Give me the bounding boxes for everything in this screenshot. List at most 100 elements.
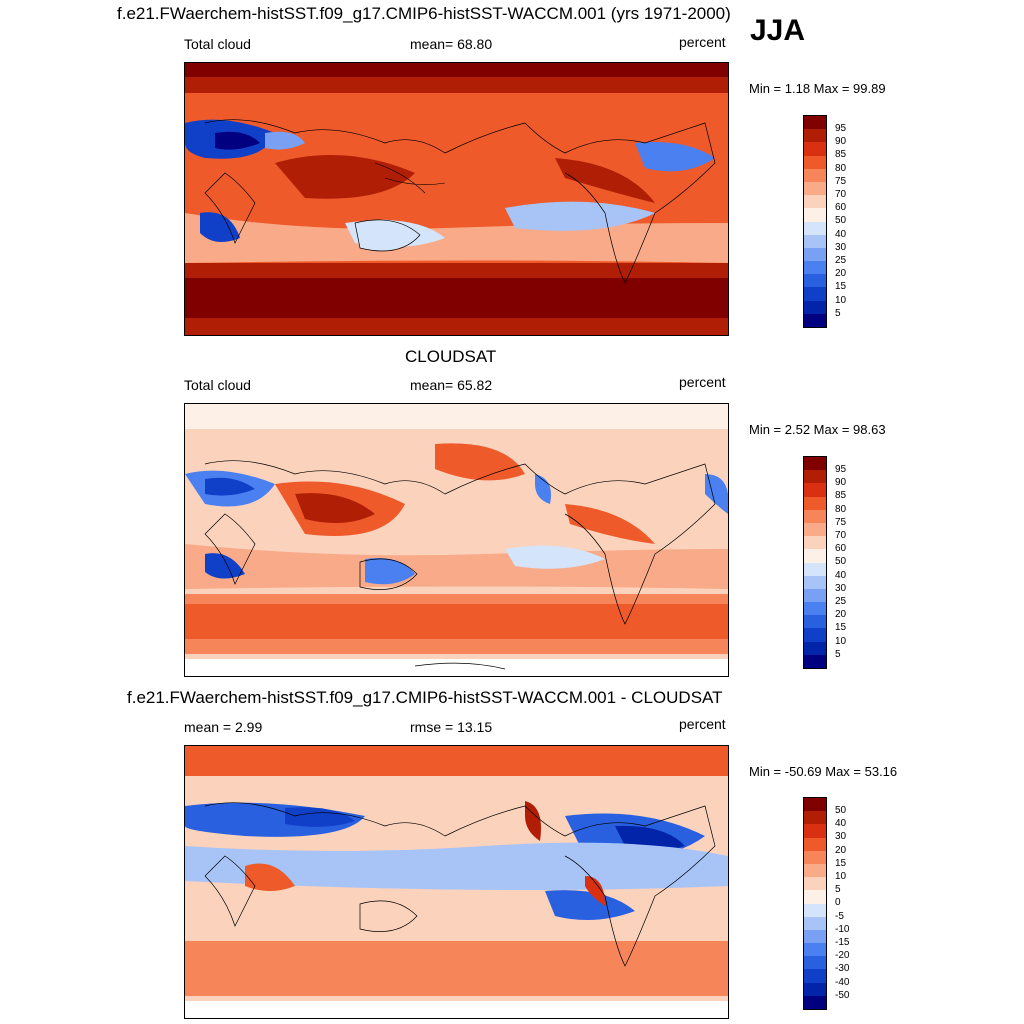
colorbar-tick: 15 (835, 281, 847, 293)
diff-colorbar-swatch (804, 916, 826, 930)
obs-colorbar-swatch (804, 536, 826, 550)
colorbar-tick: 70 (835, 189, 847, 201)
model-colorbar-swatch (804, 234, 826, 248)
obs-colorbar-swatch (804, 562, 826, 576)
diff-map-field (185, 746, 728, 1018)
diff-colorbar-swatch (804, 811, 826, 825)
model-colorbar-swatch (804, 181, 826, 196)
diff-colorbar-swatch (804, 798, 826, 812)
colorbar-tick: 80 (835, 503, 847, 515)
colorbar-tick: 60 (835, 543, 847, 555)
colorbar-tick: 90 (835, 136, 847, 148)
colorbar-tick: 20 (835, 268, 847, 280)
obs-colorbar-swatch (804, 628, 826, 642)
obs-colorbar-ticks: 95 90 85 80 75 70 60 50 40 30 25 20 15 1… (835, 463, 846, 661)
colorbar-tick: 95 (835, 464, 847, 475)
model-colorbar-swatch (804, 261, 826, 275)
diff-colorbar-ticks: 50 40 30 20 15 10 5 0 -5 -10 -15 -20 -30… (835, 804, 849, 1002)
diff-colorbar-swatch (804, 956, 826, 970)
model-map-field (185, 63, 728, 335)
colorbar-tick: 40 (835, 818, 847, 830)
season-label: JJA (750, 14, 806, 47)
model-minmax-label: Min = 1.18 Max = 99.89 (749, 81, 886, 96)
colorbar-tick: 25 (835, 255, 847, 267)
diff-colorbar-swatch (804, 903, 826, 917)
colorbar-tick: -40 (835, 976, 850, 988)
obs-colorbar-swatch (804, 602, 826, 616)
colorbar-tick: 40 (835, 228, 847, 240)
obs-colorbar-swatch (804, 641, 826, 655)
model-colorbar (803, 115, 827, 328)
colorbar-tick: 75 (835, 175, 847, 187)
obs-colorbar (803, 456, 827, 669)
colorbar-tick: 0 (835, 897, 841, 909)
obs-colorbar-swatch (804, 457, 826, 471)
colorbar-tick: 85 (835, 490, 847, 502)
diff-map (184, 745, 729, 1019)
colorbar-tick: -30 (835, 963, 850, 975)
obs-variable-label: Total cloud (184, 377, 251, 393)
obs-colorbar-swatch (804, 615, 826, 629)
colorbar-tick: 25 (835, 596, 847, 608)
diff-rmse-label: rmse = 13.15 (410, 719, 493, 735)
colorbar-tick: 30 (835, 241, 847, 253)
obs-colorbar-swatch (804, 470, 826, 484)
obs-colorbar-swatch (804, 509, 826, 523)
colorbar-tick: 70 (835, 530, 847, 542)
diff-colorbar-swatch (804, 824, 826, 838)
model-colorbar-swatch (804, 221, 826, 235)
model-colorbar-swatch (804, 116, 826, 130)
model-colorbar-ticks: 95 90 85 80 75 70 60 50 40 30 25 20 15 1… (835, 122, 846, 320)
colorbar-tick: 10 (835, 871, 847, 883)
diff-colorbar-swatch (804, 890, 826, 904)
diff-colorbar-swatch (804, 850, 826, 864)
obs-colorbar-swatch (804, 483, 826, 497)
model-variable-label: Total cloud (184, 36, 251, 52)
colorbar-tick: 5 (835, 648, 841, 660)
colorbar-tick: 5 (835, 884, 841, 896)
model-panel-title: f.e21.FWaerchem-histSST.f09_g17.CMIP6-hi… (117, 4, 731, 23)
model-colorbar-swatch (804, 129, 826, 143)
obs-colorbar-swatch (804, 522, 826, 537)
colorbar-tick: 20 (835, 609, 847, 621)
obs-map (184, 403, 729, 677)
colorbar-tick: 85 (835, 149, 847, 161)
diff-minmax-label: Min = -50.69 Max = 53.16 (749, 764, 898, 779)
colorbar-tick: 50 (835, 556, 847, 568)
colorbar-tick: -15 (835, 937, 850, 949)
colorbar-tick: 60 (835, 202, 847, 214)
obs-colorbar-swatch (804, 588, 826, 603)
diff-panel-title: f.e21.FWaerchem-histSST.f09_g17.CMIP6-hi… (127, 688, 723, 707)
model-colorbar-swatch (804, 142, 826, 156)
colorbar-tick: 50 (835, 215, 847, 227)
diff-colorbar-swatch (804, 969, 826, 983)
diff-colorbar-swatch (804, 982, 826, 996)
obs-colorbar-swatch (804, 575, 826, 589)
model-colorbar-swatch (804, 168, 826, 182)
obs-map-field (185, 404, 728, 676)
model-map (184, 62, 729, 336)
obs-colorbar-swatch (804, 654, 826, 668)
colorbar-tick: 10 (835, 635, 847, 647)
model-units-label: percent (679, 34, 726, 50)
colorbar-tick: 30 (835, 831, 847, 843)
model-colorbar-swatch (804, 287, 826, 301)
colorbar-tick: 40 (835, 569, 847, 581)
colorbar-tick: -50 (835, 989, 850, 1001)
colorbar-tick: 30 (835, 582, 847, 594)
model-mean-label: mean= 68.80 (410, 36, 493, 52)
colorbar-tick: 15 (835, 622, 847, 634)
obs-minmax-label: Min = 2.52 Max = 98.63 (749, 422, 886, 437)
colorbar-tick: 80 (835, 162, 847, 174)
model-colorbar-swatch (804, 300, 826, 314)
diff-colorbar-swatch (804, 929, 826, 944)
obs-colorbar-swatch (804, 496, 826, 510)
model-colorbar-swatch (804, 155, 826, 169)
colorbar-tick: -5 (835, 910, 844, 922)
model-colorbar-swatch (804, 195, 826, 209)
obs-mean-label: mean= 65.82 (410, 377, 493, 393)
diff-mean-label: mean = 2.99 (184, 719, 263, 735)
diff-colorbar-swatch (804, 877, 826, 891)
colorbar-tick: 90 (835, 477, 847, 489)
colorbar-tick: 10 (835, 294, 847, 306)
